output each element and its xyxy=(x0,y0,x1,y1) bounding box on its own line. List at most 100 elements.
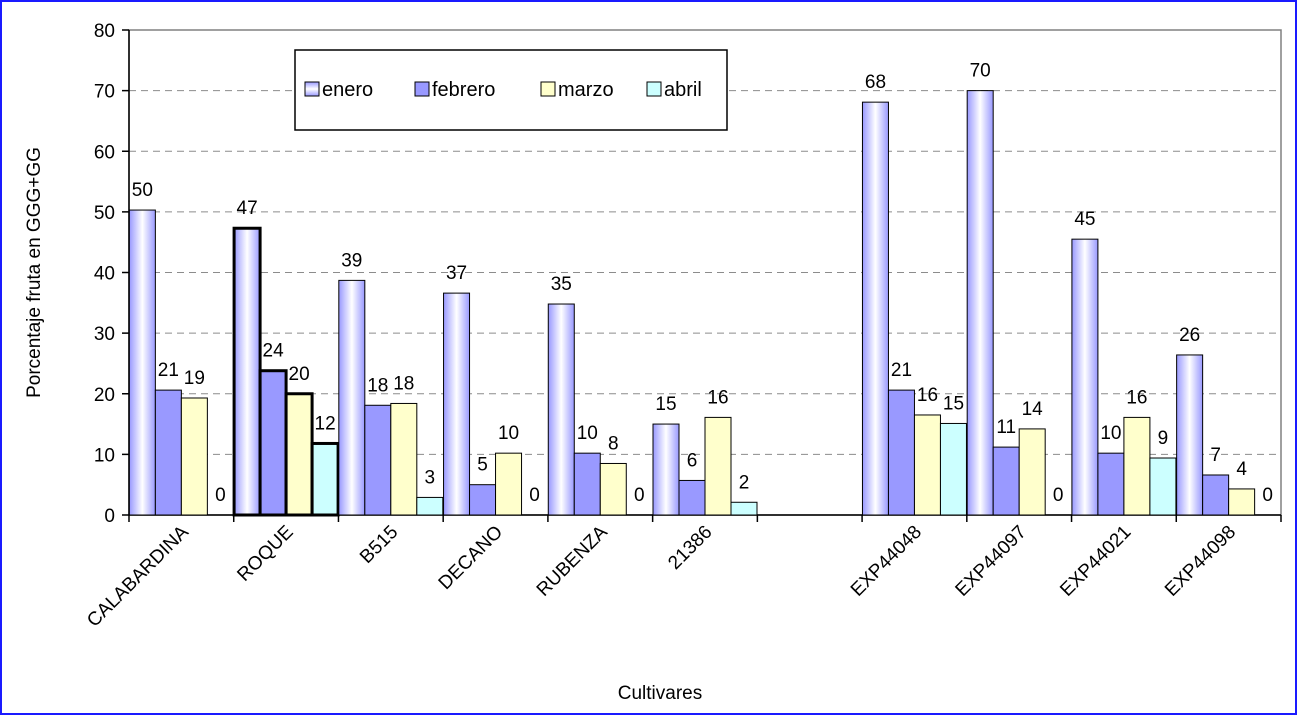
data-label: 20 xyxy=(289,364,310,385)
bar-abril-b515 xyxy=(416,496,444,516)
data-label: 9 xyxy=(1158,428,1169,449)
bar-marzo-roque xyxy=(284,392,314,517)
bar-marzo-calabardina xyxy=(180,397,208,516)
bar-enero-calabardina xyxy=(128,209,156,516)
x-category-label: EXP44048 xyxy=(847,522,926,601)
data-label: 7 xyxy=(1210,445,1221,466)
bar-abril-exp44021 xyxy=(1149,457,1177,516)
bar-enero-b515 xyxy=(338,279,366,516)
legend-label-marzo: marzo xyxy=(558,79,614,101)
x-category-label: ROQUE xyxy=(234,522,298,586)
data-label: 45 xyxy=(1074,209,1095,230)
bar-marzo-exp44048 xyxy=(913,414,941,516)
legend-label-febrero: febrero xyxy=(432,79,495,101)
data-label: 18 xyxy=(393,373,414,394)
y-tick-label: 30 xyxy=(94,324,115,345)
bar-enero-roque xyxy=(232,226,262,517)
data-label: 15 xyxy=(655,394,676,415)
data-label: 16 xyxy=(707,387,728,408)
x-category-label: EXP44021 xyxy=(1056,522,1135,601)
bar-enero-exp44098 xyxy=(1176,354,1204,516)
x-category-label: RUBENZA xyxy=(533,521,612,600)
bar-enero-exp44021 xyxy=(1071,238,1099,516)
bar-marzo-exp44098 xyxy=(1228,488,1256,516)
y-tick-label: 10 xyxy=(94,445,115,466)
data-label: 16 xyxy=(1126,387,1147,408)
bar-febrero-roque xyxy=(258,369,288,517)
data-label: 24 xyxy=(263,341,285,362)
bar-febrero-exp44048 xyxy=(887,389,915,516)
x-category-label: CALABARDINA xyxy=(83,521,193,631)
bar-abril-exp44048 xyxy=(939,422,967,516)
data-label: 47 xyxy=(237,198,258,219)
bar-febrero-rubenza xyxy=(573,452,601,516)
y-axis-title: Porcentaje fruta en GGG+GG xyxy=(24,147,45,398)
data-label: 3 xyxy=(425,467,436,488)
y-tick-label: 50 xyxy=(94,203,115,224)
legend-swatch-abril xyxy=(646,81,662,97)
y-tick-label: 60 xyxy=(94,142,115,163)
legend-swatch-febrero xyxy=(414,81,430,97)
data-label: 26 xyxy=(1179,325,1200,346)
data-label: 50 xyxy=(132,180,153,201)
data-label: 12 xyxy=(315,413,336,434)
bar-marzo-rubenza xyxy=(599,462,627,516)
data-label: 2 xyxy=(739,472,750,493)
data-label: 68 xyxy=(865,72,886,93)
bar-febrero-exp44021 xyxy=(1097,452,1125,516)
legend-swatch-marzo xyxy=(540,81,556,97)
bar-marzo-21386 xyxy=(704,416,732,516)
data-label: 11 xyxy=(996,417,1016,438)
bar-enero-21386 xyxy=(652,423,680,516)
bar-febrero-exp44098 xyxy=(1202,474,1230,516)
data-label: 6 xyxy=(687,450,698,471)
y-tick-label: 0 xyxy=(104,506,115,527)
data-label: 39 xyxy=(341,250,362,271)
data-label: 35 xyxy=(551,274,572,295)
bar-febrero-calabardina xyxy=(154,389,182,516)
data-label: 19 xyxy=(184,368,205,389)
data-label: 10 xyxy=(577,423,598,444)
y-tick-label: 80 xyxy=(94,21,115,42)
data-label: 18 xyxy=(367,375,388,396)
bar-marzo-decano xyxy=(495,452,523,516)
data-label: 16 xyxy=(917,385,938,406)
legend-label-abril: abril xyxy=(664,79,702,101)
x-category-label: EXP44098 xyxy=(1161,522,1240,601)
bar-enero-decano xyxy=(443,292,471,516)
y-tick-label: 70 xyxy=(94,82,115,103)
y-tick-label: 20 xyxy=(94,385,115,406)
x-category-label: B515 xyxy=(356,522,402,568)
bar-febrero-21386 xyxy=(678,479,706,516)
data-label: 5 xyxy=(477,455,488,476)
legend-label-enero: enero xyxy=(322,79,373,101)
data-label: 0 xyxy=(215,485,226,506)
y-tick-label: 40 xyxy=(94,264,115,285)
x-category-label: 21386 xyxy=(664,522,716,574)
bar-enero-exp44048 xyxy=(861,101,889,516)
x-axis-title: Cultivares xyxy=(618,683,702,704)
data-label: 0 xyxy=(529,485,540,506)
data-label: 14 xyxy=(1022,399,1044,420)
bar-abril-roque xyxy=(310,441,340,517)
data-label: 8 xyxy=(608,433,619,454)
bar-abril-21386 xyxy=(730,501,758,516)
data-label: 4 xyxy=(1236,459,1247,480)
bar-febrero-decano xyxy=(469,484,497,516)
data-label: 10 xyxy=(1100,423,1121,444)
data-label: 21 xyxy=(158,360,179,381)
data-label: 10 xyxy=(498,423,519,444)
bar-marzo-b515 xyxy=(390,402,418,516)
data-label: 70 xyxy=(970,61,991,82)
bar-enero-rubenza xyxy=(547,303,575,516)
data-label: 37 xyxy=(446,263,467,284)
chart-legend: enero febrero marzo abril xyxy=(294,49,728,131)
x-category-label: DECANO xyxy=(435,522,507,594)
bar-febrero-exp44097 xyxy=(992,446,1020,516)
bar-febrero-b515 xyxy=(364,404,392,516)
data-label: 15 xyxy=(943,393,964,414)
x-category-label: EXP44097 xyxy=(952,522,1031,601)
data-label: 0 xyxy=(1262,485,1273,506)
